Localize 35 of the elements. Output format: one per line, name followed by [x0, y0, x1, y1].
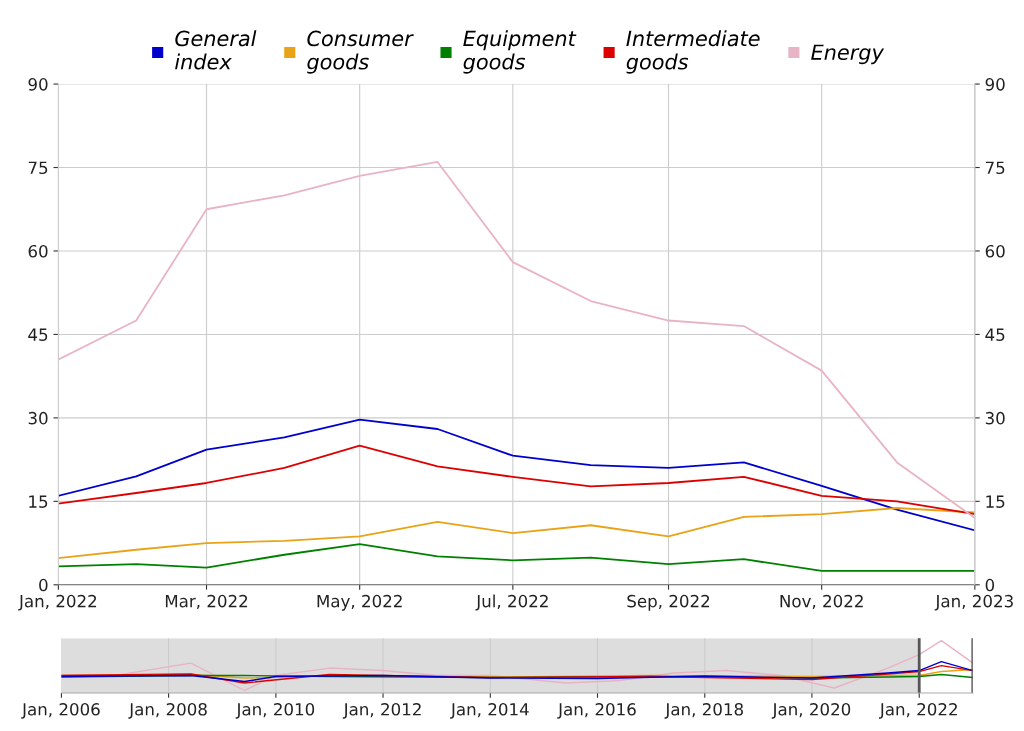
y2-tick-label: 90 — [985, 78, 1005, 91]
x-tick-label: Jan, 2022 — [879, 703, 957, 719]
y2-tick-label: 30 — [985, 411, 1005, 425]
legend-label: Equipment goods — [463, 30, 577, 74]
x-tick-label: Nov, 2022 — [780, 594, 863, 610]
y-tick-label: 60 — [28, 244, 48, 258]
y2-tick-label: 0 — [985, 578, 995, 592]
y2-tick-label: 45 — [985, 328, 1005, 341]
legend-label: Energy — [811, 44, 885, 65]
x-tick-label: May, 2022 — [317, 594, 402, 611]
x-tick-label: Jan, 2018 — [664, 703, 743, 719]
x-tick-label: Jan, 2016 — [557, 703, 636, 719]
x-tick-label: Mar, 2022 — [165, 594, 248, 610]
y-tick-label: 75 — [28, 161, 48, 175]
y2-tick-label: 15 — [986, 495, 1005, 508]
x-tick-label: Jan, 2006 — [21, 703, 100, 719]
y-tick-label: 0 — [39, 578, 48, 592]
x-tick-label: Jan, 2014 — [450, 703, 529, 719]
legend-label: Consumer goods — [307, 30, 414, 74]
y-tick-label: 45 — [28, 328, 48, 341]
y2-tick-label: 75 — [985, 161, 1005, 175]
legend-label: Intermediate goods — [626, 30, 760, 74]
x-tick-label: Jan, 2008 — [128, 703, 207, 719]
y-tick-label: 30 — [28, 411, 48, 425]
y2-tick-label: 60 — [985, 244, 1005, 258]
x-tick-label: Jan, 2012 — [342, 703, 421, 719]
x-tick-label: Jan, 2022 — [18, 594, 97, 611]
x-tick-label: Jan, 2020 — [771, 703, 851, 719]
y-tick-label: 15 — [29, 495, 48, 508]
x-tick-label: Jan, 2023 — [934, 594, 1013, 611]
x-tick-label: Jan, 2010 — [235, 703, 315, 719]
x-tick-label: Sep, 2022 — [627, 594, 710, 611]
legend-label: General index — [175, 30, 257, 70]
x-tick-label: Jul, 2022 — [475, 594, 548, 611]
y-tick-label: 90 — [28, 78, 48, 91]
